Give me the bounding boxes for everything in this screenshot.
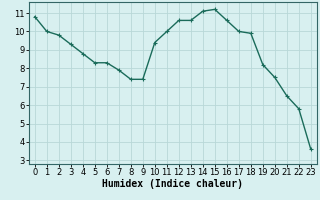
X-axis label: Humidex (Indice chaleur): Humidex (Indice chaleur) (102, 179, 243, 189)
